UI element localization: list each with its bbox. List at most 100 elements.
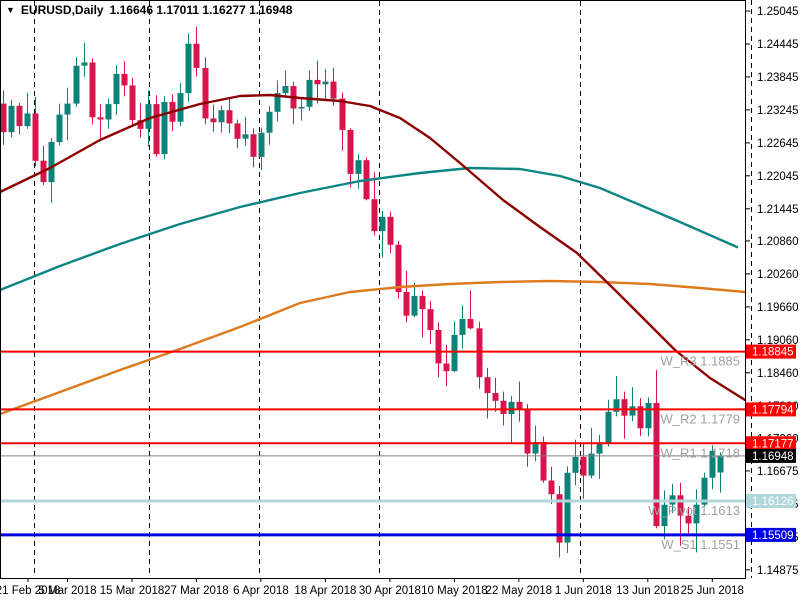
price-badge-w_r3-text: 1.18845	[752, 347, 794, 359]
candle-bull	[56, 114, 63, 143]
candle-bear	[637, 406, 644, 429]
price-axis-label: 1.24445	[757, 39, 799, 51]
time-axis-label: 22 May 2018	[486, 585, 553, 597]
candle-bear	[580, 456, 587, 476]
price-badge-w_r2-text: 1.17794	[752, 404, 794, 416]
price-axis-label: 1.18460	[757, 368, 799, 380]
candle-bull	[218, 110, 225, 123]
candle-bear	[387, 216, 394, 245]
candle-bear	[492, 393, 499, 401]
collapse-arrow-icon[interactable]: ▼	[6, 5, 15, 15]
candle-bull	[64, 103, 71, 115]
price-badge-w_r3	[746, 344, 796, 359]
candle-bull	[161, 101, 168, 155]
candle-bear	[524, 409, 531, 454]
candle-bear	[467, 319, 474, 329]
candle-bull	[306, 79, 313, 107]
price-badge-w_r1-text: 1.17177	[752, 438, 794, 450]
candle-bear	[234, 123, 241, 139]
candle-bear	[653, 403, 660, 527]
candle-bull	[113, 73, 120, 105]
time-axis-label: 13 Jun 2018	[616, 585, 679, 597]
candle-bull	[145, 104, 152, 129]
candle-bull	[508, 401, 515, 414]
candle-bull	[451, 334, 458, 372]
candle-bull	[177, 93, 184, 122]
candle-bull	[73, 65, 80, 104]
price-axis-label: 1.23245	[757, 105, 799, 117]
price-axis-label: 1.19660	[757, 302, 799, 314]
candle-bull	[532, 442, 539, 454]
candle-bull	[105, 104, 112, 120]
price-badge-w_s1-text: 1.15509	[752, 530, 794, 542]
candle-bear	[250, 134, 257, 157]
symbol-period-label: EURUSD,Daily	[20, 3, 104, 17]
candle-bull	[282, 86, 289, 94]
candle-bull	[661, 504, 668, 527]
level-labels-layer: W_R3 1.1885 W_R2 1.1779 W_R1 1.1718 W_Pivot…	[648, 354, 740, 552]
candle-bear	[516, 401, 523, 410]
candle-bear	[484, 377, 491, 394]
price-axis-label: 1.22645	[757, 138, 799, 150]
candle-bear	[395, 244, 402, 293]
candle-bull	[411, 295, 418, 316]
candle-bear	[314, 79, 321, 85]
candle-bull	[322, 81, 329, 85]
candle-bull	[81, 62, 88, 66]
candle-bull	[572, 456, 579, 473]
candle-bear	[339, 98, 346, 130]
time-axis-label: 18 Apr 2018	[294, 585, 356, 597]
candle-bull	[645, 403, 652, 429]
candle-bear	[97, 117, 104, 120]
candle-bull	[298, 106, 305, 109]
price-axis-label: 1.20260	[757, 269, 799, 281]
candle-bear	[556, 494, 563, 543]
candle-bull	[185, 43, 192, 94]
candle-bear	[621, 399, 628, 416]
candle-bull	[701, 477, 708, 505]
price-axis-label: 1.14875	[757, 565, 799, 577]
candle-bull	[717, 455, 724, 473]
candle-bear	[427, 309, 434, 330]
candle-bear	[129, 85, 136, 120]
candle-bear	[403, 292, 410, 316]
candle-bull	[459, 319, 466, 335]
chart-title: ▼ EURUSD,Daily 1.16646 1.17011 1.16277 1…	[6, 3, 292, 17]
ohlc-values: 1.16646 1.17011 1.16277 1.16948	[109, 3, 293, 17]
price-badge-w_r1	[746, 436, 796, 451]
candle-bull	[8, 105, 15, 133]
time-axis-label: 10 May 2018	[421, 585, 488, 597]
time-axis-label: 25 Jun 2018	[681, 585, 744, 597]
price-badge-w_pivot	[746, 494, 796, 508]
candle-bull	[379, 216, 386, 232]
candle-bull	[596, 443, 603, 454]
candle-bear	[121, 73, 128, 86]
candle-bear	[330, 81, 337, 99]
candle-bull	[274, 93, 281, 112]
price-badge-w_pivot-text: 1.16126	[752, 496, 794, 508]
time-axis-label: 6 Apr 2018	[233, 585, 289, 597]
price-axis-label: 1.25045	[757, 6, 799, 18]
candle-bear	[137, 120, 144, 129]
candle-bear	[685, 515, 692, 524]
price-axis-label: 1.16675	[757, 466, 799, 478]
time-axis-label: 27 Mar 2018	[164, 585, 229, 597]
candle-bear	[0, 103, 7, 133]
time-axis-label: 21 Feb 2018	[0, 585, 60, 597]
moving-averages-layer	[0, 93, 747, 416]
candle-bear	[677, 495, 684, 516]
candle-bull	[613, 399, 620, 412]
candle-bear	[193, 43, 200, 68]
candle-bear	[443, 363, 450, 372]
plot-border	[0, 0, 746, 579]
price-axis-label: 1.23845	[757, 72, 799, 84]
level-label-w_pivot: W_Pivot 1.1613	[648, 503, 740, 518]
price-axis-label: 1.20860	[757, 236, 799, 248]
ma-long-orange	[0, 279, 747, 416]
candle-bear	[32, 113, 39, 161]
candle-bear	[153, 104, 160, 155]
ma-slow-maroon	[0, 93, 747, 402]
